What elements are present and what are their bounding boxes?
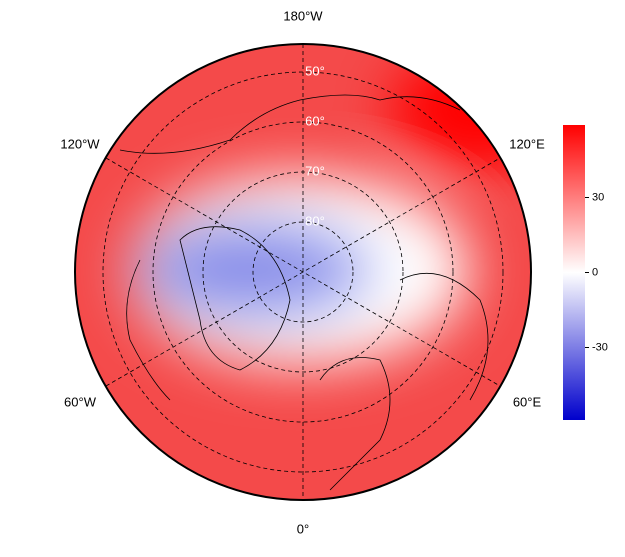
colorbar-tick-label: -30 <box>592 341 608 353</box>
longitude-label: 0° <box>297 521 309 536</box>
latitude-label: 70° <box>305 163 325 178</box>
field <box>75 44 531 500</box>
latitude-label: 80° <box>305 213 325 228</box>
longitude-label: 60°W <box>64 394 97 409</box>
longitude-label: 60°E <box>513 394 542 409</box>
longitude-label: 180°W <box>283 8 323 23</box>
colorbar <box>563 125 585 420</box>
map-boundary <box>74 43 532 501</box>
coastlines <box>119 94 489 491</box>
longitude-label: 120°E <box>509 136 545 151</box>
graticule <box>102 44 504 500</box>
colorbar-tick-label: 0 <box>592 266 598 278</box>
latitude-label: 60° <box>305 113 325 128</box>
longitude-label: 120°W <box>60 136 100 151</box>
colorbar-tick-label: 30 <box>592 191 604 203</box>
latitude-label: 50° <box>305 63 325 78</box>
